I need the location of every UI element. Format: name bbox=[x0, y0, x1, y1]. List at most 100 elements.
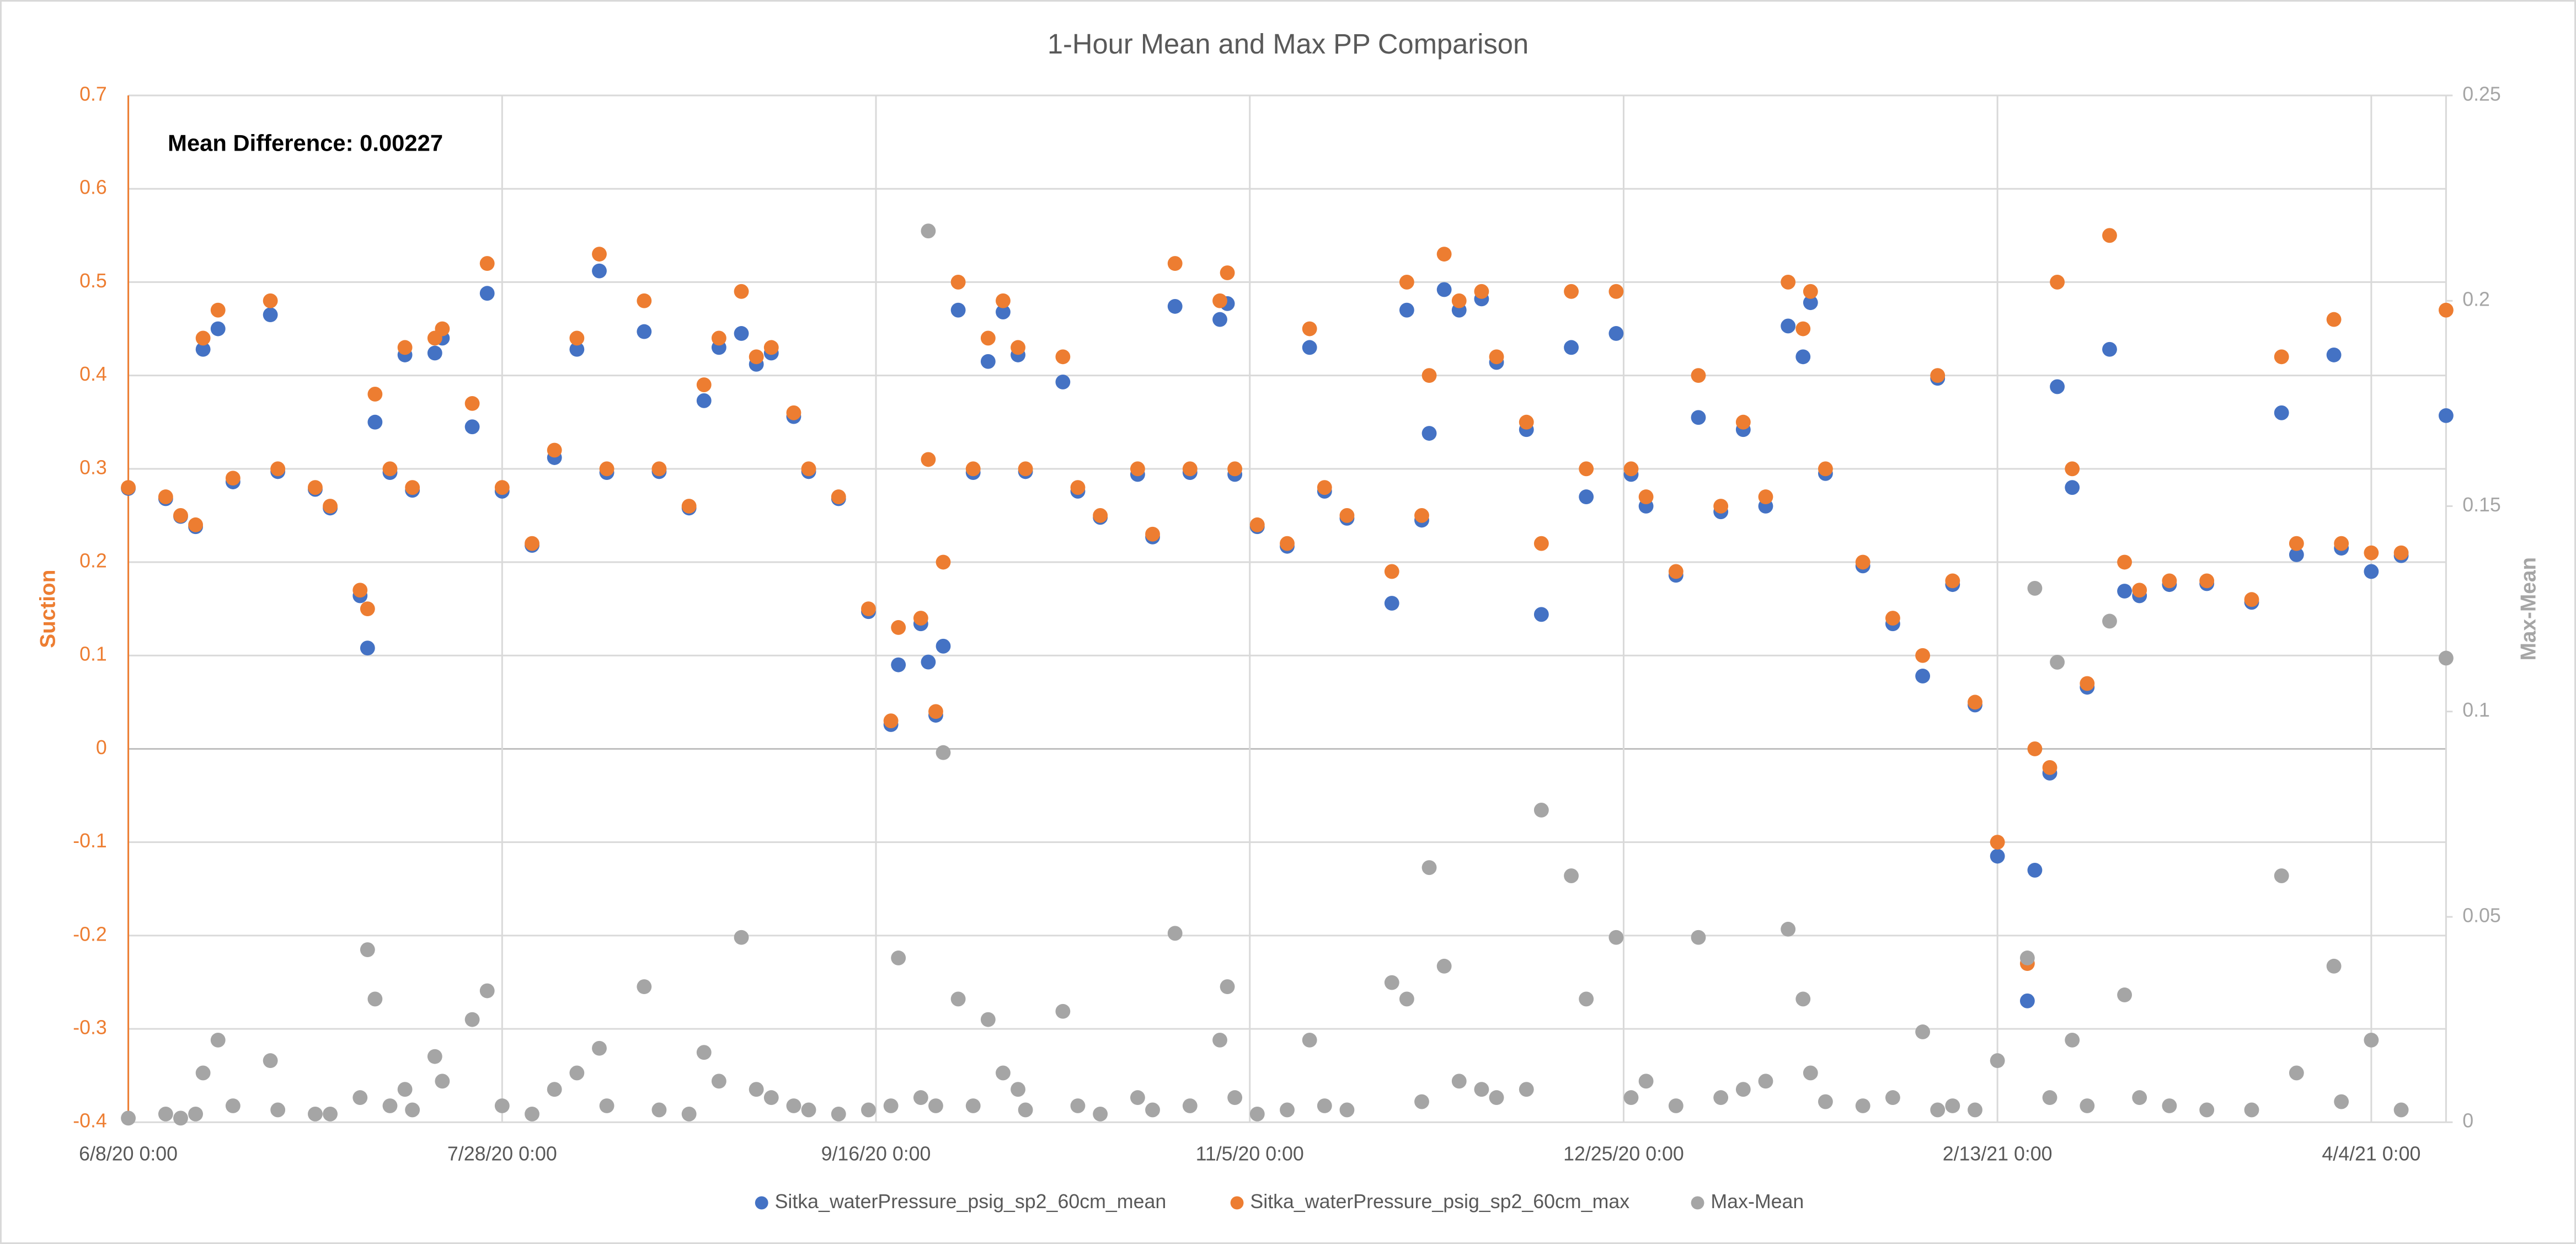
point bbox=[173, 1110, 188, 1126]
point bbox=[651, 461, 667, 477]
point bbox=[2132, 1090, 2147, 1106]
point bbox=[1280, 1102, 1295, 1118]
point bbox=[1130, 1090, 1145, 1106]
point bbox=[1968, 1102, 1982, 1118]
y-tick-label: 0.1 bbox=[79, 643, 107, 665]
point bbox=[950, 274, 966, 290]
y-tick-label: 0.7 bbox=[79, 83, 107, 105]
y-tick-label: -0.4 bbox=[73, 1110, 107, 1132]
point bbox=[831, 489, 846, 505]
y-axis-title: Suction bbox=[36, 570, 60, 648]
point bbox=[1638, 1074, 1654, 1089]
point bbox=[1579, 461, 1594, 477]
point bbox=[382, 1098, 398, 1113]
point bbox=[637, 293, 652, 308]
point bbox=[681, 1106, 697, 1122]
point bbox=[2244, 1102, 2259, 1118]
point bbox=[2027, 741, 2043, 756]
point bbox=[1968, 695, 1982, 710]
point bbox=[734, 284, 749, 299]
legend-label: Sitka_waterPressure_psig_sp2_60cm_mean bbox=[775, 1190, 1167, 1213]
point bbox=[1018, 461, 1033, 477]
point bbox=[382, 461, 398, 477]
point bbox=[1011, 1082, 1025, 1097]
point bbox=[405, 480, 420, 495]
point bbox=[1533, 536, 1549, 551]
point bbox=[928, 1098, 943, 1113]
y-tick-label: 0.6 bbox=[79, 177, 107, 199]
point bbox=[1145, 1102, 1160, 1118]
point bbox=[734, 326, 749, 341]
point bbox=[1564, 284, 1579, 299]
point bbox=[1249, 1106, 1265, 1122]
point bbox=[464, 396, 480, 411]
point bbox=[950, 991, 966, 1007]
point bbox=[1489, 349, 1504, 365]
point bbox=[1414, 508, 1429, 523]
x-tick-label: 4/4/21 0:00 bbox=[2322, 1142, 2420, 1165]
point bbox=[1317, 480, 1332, 495]
point bbox=[1990, 1053, 2005, 1069]
point bbox=[861, 601, 876, 617]
x-tick-label: 12/25/20 0:00 bbox=[1563, 1142, 1684, 1165]
point bbox=[569, 330, 585, 346]
point bbox=[494, 1098, 510, 1113]
point bbox=[1885, 611, 1900, 626]
point bbox=[2438, 302, 2454, 318]
point bbox=[2117, 554, 2133, 570]
point bbox=[763, 1090, 779, 1106]
point bbox=[2199, 1102, 2215, 1118]
point bbox=[1638, 489, 1654, 505]
point bbox=[1795, 991, 1811, 1007]
point bbox=[711, 1074, 726, 1089]
point bbox=[121, 1110, 136, 1126]
point bbox=[1579, 489, 1594, 505]
point bbox=[225, 471, 241, 486]
point bbox=[913, 611, 928, 626]
point bbox=[1691, 368, 1706, 383]
point bbox=[786, 405, 801, 420]
y2-tick-label: 0.1 bbox=[2462, 699, 2490, 721]
point bbox=[2117, 584, 2133, 599]
point bbox=[1384, 564, 1399, 579]
point bbox=[405, 1102, 420, 1118]
point bbox=[1249, 517, 1265, 532]
point bbox=[1885, 1090, 1900, 1106]
point bbox=[1930, 1102, 1946, 1118]
point bbox=[308, 480, 323, 495]
point bbox=[1474, 1082, 1489, 1097]
x-tick-label: 7/28/20 0:00 bbox=[447, 1142, 557, 1165]
point bbox=[996, 1065, 1011, 1081]
point bbox=[891, 620, 906, 635]
y-tick-label: 0.5 bbox=[79, 270, 107, 292]
point bbox=[1758, 1074, 1773, 1089]
point bbox=[928, 704, 943, 719]
point bbox=[1018, 1102, 1033, 1118]
point bbox=[2080, 676, 2095, 691]
point bbox=[1451, 293, 1467, 308]
point bbox=[592, 263, 607, 279]
point bbox=[2102, 341, 2117, 357]
point bbox=[2393, 1102, 2409, 1118]
legend-marker bbox=[1691, 1196, 1704, 1210]
point bbox=[158, 1106, 173, 1122]
point bbox=[1945, 1098, 1960, 1113]
point bbox=[188, 1106, 204, 1122]
x-tick-label: 9/16/20 0:00 bbox=[821, 1142, 931, 1165]
point bbox=[921, 452, 936, 467]
point bbox=[2117, 987, 2133, 1002]
point bbox=[1070, 1098, 1086, 1113]
point bbox=[2065, 1032, 2080, 1048]
point bbox=[2289, 1065, 2304, 1081]
point bbox=[2162, 573, 2177, 589]
point bbox=[1691, 930, 1706, 945]
point bbox=[2289, 547, 2304, 562]
point bbox=[1519, 1082, 1534, 1097]
y2-tick-label: 0.2 bbox=[2462, 289, 2490, 311]
point bbox=[637, 324, 652, 339]
point bbox=[1421, 860, 1437, 875]
point bbox=[861, 1102, 876, 1118]
point bbox=[2274, 868, 2289, 883]
point bbox=[427, 345, 442, 361]
